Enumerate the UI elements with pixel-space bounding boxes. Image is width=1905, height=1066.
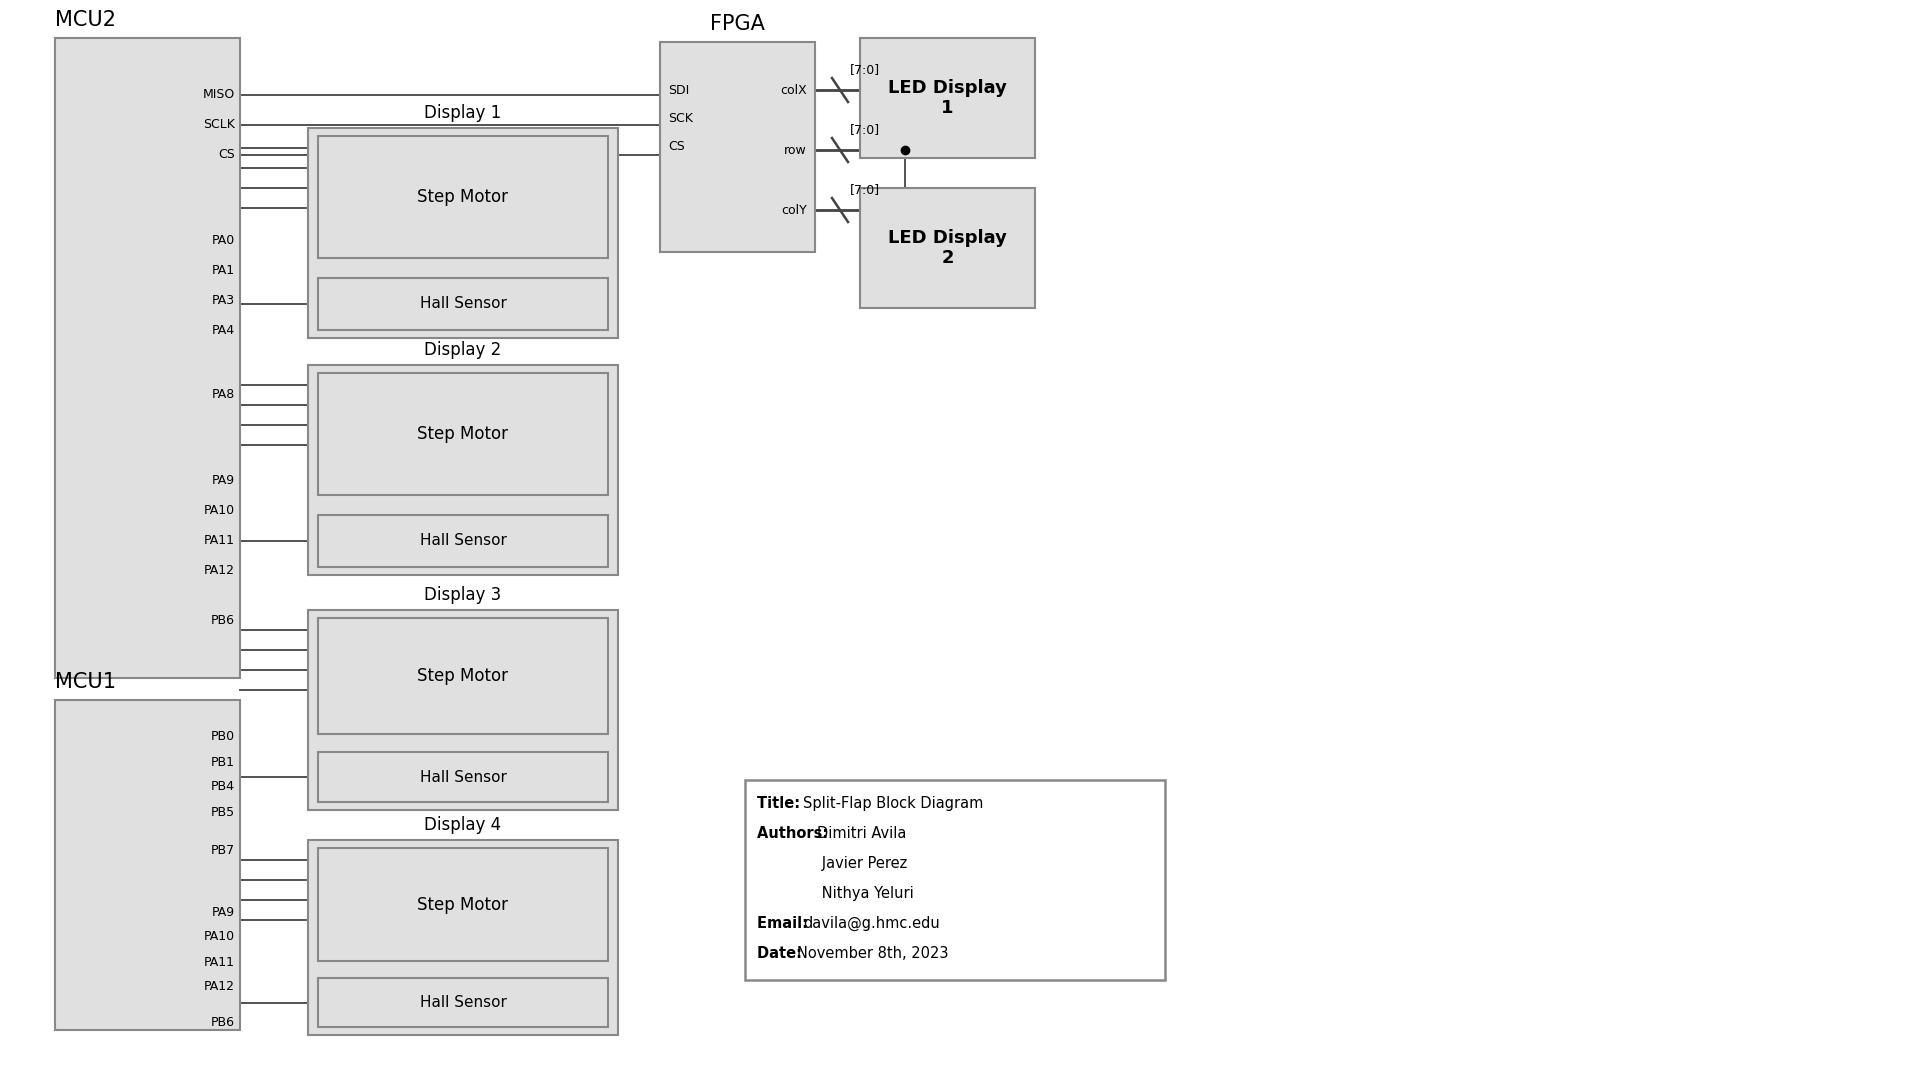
Text: Step Motor: Step Motor	[417, 895, 509, 914]
Bar	[745, 780, 1164, 980]
Text: Display 2: Display 2	[425, 341, 501, 359]
Bar	[55, 700, 240, 1030]
Bar	[309, 365, 617, 575]
Text: PA9: PA9	[211, 905, 234, 919]
Text: row: row	[783, 144, 806, 157]
Text: PB6: PB6	[211, 1016, 234, 1029]
Text: LED Display
2: LED Display 2	[888, 228, 1006, 268]
Text: PA10: PA10	[204, 503, 234, 517]
Text: SCLK: SCLK	[204, 118, 234, 131]
Bar	[318, 277, 608, 330]
Text: CS: CS	[667, 140, 684, 152]
Text: PA1: PA1	[211, 263, 234, 276]
Text: PA10: PA10	[204, 931, 234, 943]
Text: SDI: SDI	[667, 83, 690, 97]
Text: Step Motor: Step Motor	[417, 425, 509, 442]
Text: Date:: Date:	[756, 946, 806, 962]
Text: PB7: PB7	[211, 843, 234, 856]
Text: Authors:: Authors:	[756, 826, 832, 841]
Bar	[318, 373, 608, 495]
Text: PA0: PA0	[211, 233, 234, 246]
Text: Hall Sensor: Hall Sensor	[419, 296, 507, 311]
Bar	[309, 840, 617, 1035]
Bar	[318, 847, 608, 962]
Text: Split-Flap Block Diagram: Split-Flap Block Diagram	[802, 796, 983, 811]
Text: davila@g.hmc.edu: davila@g.hmc.edu	[802, 916, 939, 932]
Bar	[659, 42, 815, 252]
Text: Hall Sensor: Hall Sensor	[419, 533, 507, 548]
Bar	[859, 38, 1034, 158]
Bar	[309, 610, 617, 810]
Text: FPGA: FPGA	[711, 14, 764, 34]
Text: [7:0]: [7:0]	[850, 123, 880, 136]
Bar	[318, 136, 608, 258]
Text: Javier Perez: Javier Perez	[756, 856, 907, 871]
Text: Display 4: Display 4	[425, 815, 501, 834]
Text: Email:: Email:	[756, 916, 813, 931]
Text: PA8: PA8	[211, 388, 234, 402]
Text: PB5: PB5	[211, 806, 234, 819]
Bar	[55, 38, 240, 678]
Text: MCU2: MCU2	[55, 10, 116, 30]
Text: Display 3: Display 3	[425, 586, 501, 604]
Text: CS: CS	[219, 148, 234, 162]
Text: colX: colX	[779, 83, 806, 97]
Text: PA3: PA3	[211, 293, 234, 307]
Text: PA4: PA4	[211, 323, 234, 337]
Bar	[318, 752, 608, 802]
Text: PA11: PA11	[204, 533, 234, 547]
Text: colY: colY	[781, 204, 806, 216]
Text: Hall Sensor: Hall Sensor	[419, 996, 507, 1011]
Text: PA12: PA12	[204, 981, 234, 994]
Text: Title:: Title:	[756, 796, 804, 811]
Text: MCU1: MCU1	[55, 672, 116, 692]
Text: SCK: SCK	[667, 112, 693, 125]
Bar	[318, 618, 608, 734]
Text: Nithya Yeluri: Nithya Yeluri	[756, 886, 912, 901]
Text: Hall Sensor: Hall Sensor	[419, 770, 507, 785]
Bar	[318, 979, 608, 1027]
Bar	[309, 128, 617, 338]
Text: Step Motor: Step Motor	[417, 667, 509, 685]
Text: Display 1: Display 1	[425, 104, 501, 122]
Text: LED Display
1: LED Display 1	[888, 79, 1006, 117]
Text: [7:0]: [7:0]	[850, 63, 880, 76]
Text: November 8th, 2023: November 8th, 2023	[796, 946, 947, 962]
Text: PA12: PA12	[204, 564, 234, 577]
Text: MISO: MISO	[202, 88, 234, 101]
Text: Step Motor: Step Motor	[417, 188, 509, 206]
Text: PB0: PB0	[211, 730, 234, 743]
Text: PB6: PB6	[211, 614, 234, 627]
Bar	[859, 188, 1034, 308]
Text: PA11: PA11	[204, 955, 234, 969]
Text: PB4: PB4	[211, 780, 234, 793]
Text: PB1: PB1	[211, 756, 234, 769]
Bar	[318, 515, 608, 567]
Text: Dimitri Avila: Dimitri Avila	[815, 826, 905, 841]
Text: PA9: PA9	[211, 473, 234, 486]
Text: [7:0]: [7:0]	[850, 183, 880, 196]
